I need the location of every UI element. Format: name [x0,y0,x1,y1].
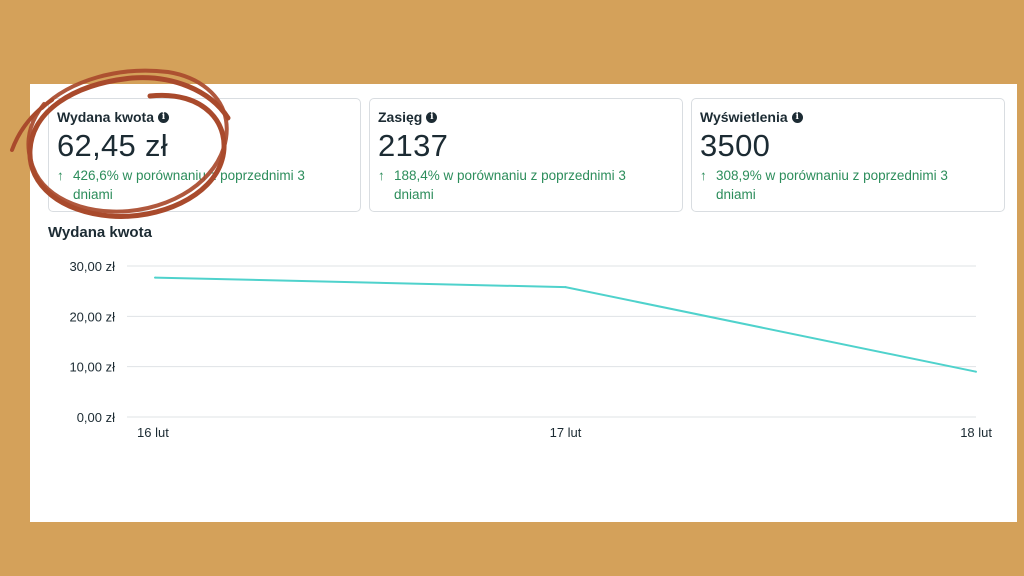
metric-change-text: 188,4% w porównaniu z poprzednimi 3 [394,168,626,183]
data-point[interactable] [154,276,156,279]
info-icon[interactable]: i [426,111,438,123]
x-tick-label: 17 lut [550,425,582,440]
x-tick-label: 18 lut [960,425,992,440]
metric-card-impressions[interactable]: Wyświetlenia i 3500 ↑ 308,9% w porównani… [691,98,1005,212]
metric-change-text: 308,9% w porównaniu z poprzednimi 3 [716,168,948,183]
spend-line-chart: 0,00 zł 10,00 zł 20,00 zł 30,00 zł 16 lut 17 … [69,259,992,440]
y-tick-label: 20,00 zł [69,309,115,324]
arrow-up-icon: ↑ [700,168,707,183]
dashboard-panel: Wydana kwota i 62,45 zł ↑ 426,6% w porów… [30,84,1017,522]
metric-change: ↑ 188,4% w porównaniu z poprzednimi 3 dni… [378,166,674,204]
x-tick-label: 16 lut [137,425,169,440]
y-tick-label: 30,00 zł [69,259,115,274]
metric-value: 3500 [700,128,771,163]
arrow-up-icon: ↑ [378,168,385,183]
series-line [154,276,977,373]
metric-title: Wyświetlenia [700,109,788,125]
info-icon[interactable]: i [791,111,803,123]
metric-change-text-2: dniami [716,187,756,202]
metric-title: Zasięg [378,109,423,125]
chart-title: Wydana kwota [48,224,152,241]
data-point[interactable] [564,286,567,289]
metric-change: ↑ 308,9% w porównaniu z poprzednimi 3 dni… [700,166,996,204]
metric-card-reach[interactable]: Zasięg i 2137 ↑ 188,4% w porównaniu z po… [369,98,683,212]
metric-value: 2137 [378,128,449,163]
data-point[interactable] [975,370,977,373]
metric-change-text-2: dniami [394,187,434,202]
y-tick-label: 10,00 zł [69,360,115,375]
y-tick-label: 0,00 zł [77,410,115,425]
